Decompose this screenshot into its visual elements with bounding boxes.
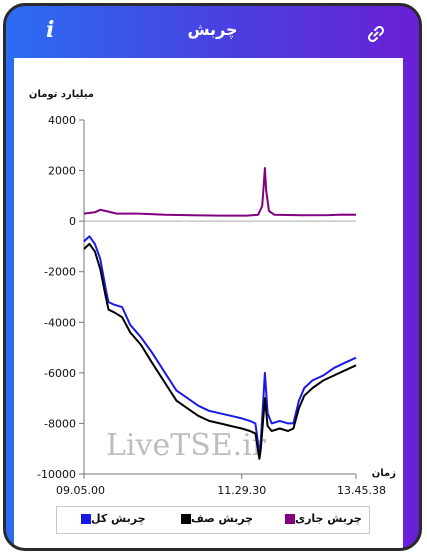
legend-item-current[interactable]: چربش جاری bbox=[279, 512, 362, 528]
chart-canvas: میلیارد تومان زمان LiveTSE.ir 4000 2000 0 -… bbox=[29, 89, 396, 497]
x-tick-label: 13.45.38 bbox=[337, 484, 386, 497]
legend-label-queue: چربش صف bbox=[191, 512, 254, 525]
y-tick-label: -2000 bbox=[44, 266, 76, 279]
x-tick-label: 11.29.30 bbox=[217, 484, 266, 497]
series-line-total bbox=[83, 235, 357, 455]
y-axis-label: میلیارد تومان bbox=[29, 89, 94, 100]
y-tick-label: 4000 bbox=[48, 114, 76, 127]
legend-swatch-queue bbox=[181, 514, 191, 524]
y-tick-label: -8000 bbox=[44, 417, 76, 430]
app-window: i چربش میلیارد تومان زمان LiveTSE.ir 400… bbox=[3, 3, 422, 551]
link-icon[interactable] bbox=[366, 24, 386, 44]
legend-item-total[interactable]: چربش کل bbox=[75, 512, 146, 528]
x-axis-label: زمان bbox=[372, 468, 396, 479]
y-tick-label: -10000 bbox=[37, 468, 76, 481]
legend-label-total: چربش کل bbox=[91, 512, 146, 525]
watermark: LiveTSE.ir bbox=[106, 428, 267, 463]
legend-label-current: چربش جاری bbox=[295, 512, 362, 525]
info-icon[interactable]: i bbox=[46, 17, 55, 43]
x-tick-label: 09.05.00 bbox=[56, 484, 105, 497]
y-tick-label: -4000 bbox=[44, 316, 76, 329]
legend-item-queue[interactable]: چربش صف bbox=[175, 512, 253, 528]
y-tick-label: 2000 bbox=[48, 165, 76, 178]
series-line-current bbox=[83, 167, 357, 217]
chart-panel: میلیارد تومان زمان LiveTSE.ir 4000 2000 0 -… bbox=[14, 58, 403, 548]
legend-swatch-current bbox=[285, 514, 295, 524]
header-bar: i چربش bbox=[6, 6, 419, 58]
y-tick-label: 0 bbox=[69, 215, 76, 228]
page-title: چربش bbox=[187, 20, 238, 39]
y-tick-label: -6000 bbox=[44, 367, 76, 380]
chart-legend: چربش کل چربش صف چربش جاری bbox=[56, 506, 370, 534]
legend-swatch-total bbox=[81, 514, 91, 524]
series-line-queue bbox=[83, 242, 357, 460]
